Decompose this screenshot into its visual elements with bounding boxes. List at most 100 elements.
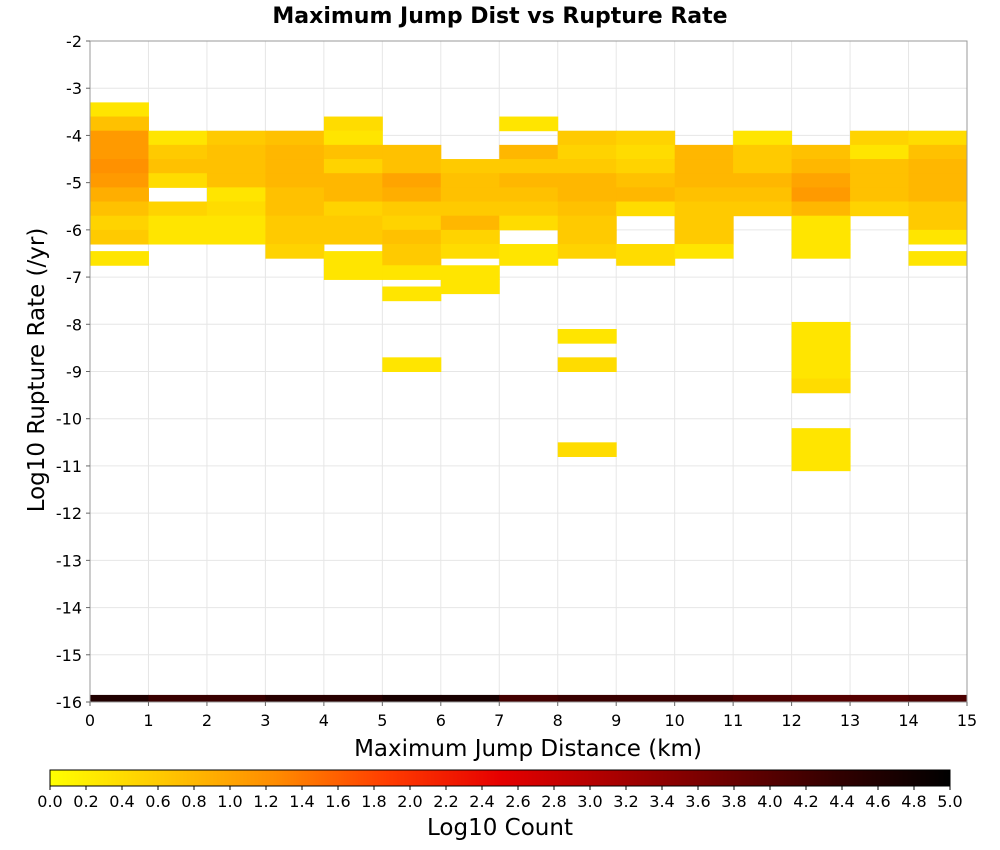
heatmap-cell — [323, 265, 383, 280]
heatmap-cell — [733, 173, 793, 188]
heatmap-cell — [440, 265, 500, 280]
heatmap-cell — [323, 229, 383, 245]
x-tick-label: 5 — [377, 711, 387, 730]
heatmap-cell — [908, 215, 968, 231]
heatmap-cell — [265, 130, 325, 146]
heatmap-cell — [499, 187, 559, 203]
heatmap-cell — [440, 159, 500, 174]
colorbar-tick-label: 1.2 — [253, 792, 278, 811]
heatmap-cell — [791, 350, 851, 365]
heatmap-cell — [674, 694, 734, 702]
heatmap-cell — [791, 442, 851, 457]
x-tick-label: 0 — [85, 711, 95, 730]
heatmap-cell — [440, 187, 500, 203]
heatmap-cell — [674, 215, 734, 231]
heatmap-cell — [206, 187, 266, 203]
y-tick-label: -4 — [66, 126, 82, 145]
heatmap-cell — [499, 694, 559, 702]
heatmap-cell — [616, 130, 676, 146]
colorbar-tick-label: 0.0 — [37, 792, 62, 811]
colorbar-tick-label: 4.2 — [793, 792, 818, 811]
heatmap-cell — [674, 173, 734, 188]
heatmap-cell — [148, 130, 208, 146]
y-tick-label: -11 — [56, 457, 82, 476]
heatmap-cell — [791, 229, 851, 245]
x-tick-label: 12 — [781, 711, 801, 730]
heatmap-cell — [616, 173, 676, 188]
x-tick-label: 3 — [260, 711, 270, 730]
heatmap-cell — [382, 173, 442, 188]
heatmap-cell — [148, 173, 208, 188]
colorbar-tick-label: 1.6 — [325, 792, 350, 811]
heatmap-cell — [733, 144, 793, 160]
heatmap-cell — [265, 187, 325, 203]
heatmap-cell — [791, 159, 851, 174]
heatmap-cell — [616, 144, 676, 160]
heatmap-cell — [90, 215, 149, 231]
heatmap-cell — [323, 144, 383, 160]
colorbar-tick-label: 3.6 — [685, 792, 710, 811]
chart-title: Maximum Jump Dist vs Rupture Rate — [272, 4, 727, 29]
heatmap-cell — [908, 130, 968, 146]
heatmap-cell — [908, 159, 968, 174]
heatmap-cell — [382, 159, 442, 174]
heatmap-cell — [616, 187, 676, 203]
x-tick-label: 4 — [319, 711, 329, 730]
heatmap-cell — [908, 173, 968, 188]
heatmap-cell — [908, 251, 968, 266]
heatmap-cell — [440, 229, 500, 245]
colorbar-tick-label: 0.4 — [109, 792, 134, 811]
heatmap-cell — [148, 229, 208, 245]
heatmap-cell — [440, 694, 500, 702]
heatmap-cell — [323, 251, 383, 266]
heatmap-cell — [90, 187, 149, 203]
heatmap-cell — [323, 159, 383, 174]
heatmap-cell — [557, 229, 617, 245]
heatmap-cell — [850, 187, 910, 203]
heatmap-cell — [206, 159, 266, 174]
heatmap-cell — [499, 159, 559, 174]
heatmap-cell — [557, 187, 617, 203]
colorbar-tick-label: 0.8 — [181, 792, 206, 811]
heatmap-cell — [265, 215, 325, 231]
heatmap-cell — [148, 201, 208, 217]
heatmap-cell — [674, 187, 734, 203]
colorbar-tick-label: 5.0 — [937, 792, 962, 811]
heatmap-cell — [90, 251, 149, 266]
colorbar-tick-label: 2.8 — [541, 792, 566, 811]
y-tick-label: -9 — [66, 363, 82, 382]
colorbar-tick-label: 3.0 — [577, 792, 602, 811]
heatmap-cell — [440, 173, 500, 188]
heatmap-cell — [90, 173, 149, 188]
heatmap-cell — [733, 201, 793, 217]
colorbar-tick-label: 2.4 — [469, 792, 494, 811]
heatmap-cell — [674, 144, 734, 160]
heatmap-cell — [382, 265, 442, 280]
heatmap-cell — [557, 144, 617, 160]
y-tick-label: -10 — [56, 410, 82, 429]
heatmap-cell — [323, 130, 383, 146]
heatmap-cell — [557, 201, 617, 217]
heatmap-cell — [791, 364, 851, 380]
heatmap-cell — [90, 201, 149, 217]
heatmap-cell — [557, 442, 617, 457]
x-tick-label: 1 — [143, 711, 153, 730]
y-tick-label: -7 — [66, 268, 82, 287]
heatmap-cell — [791, 336, 851, 351]
heatmap-cell — [323, 201, 383, 217]
x-tick-label: 15 — [957, 711, 977, 730]
x-tick-label: 7 — [494, 711, 504, 730]
y-tick-label: -12 — [56, 504, 82, 523]
heatmap-cell — [557, 694, 617, 702]
colorbar-tick-label: 4.6 — [865, 792, 890, 811]
x-tick-label: 9 — [611, 711, 621, 730]
colorbar-tick-label: 2.2 — [433, 792, 458, 811]
heatmap-cells — [90, 102, 968, 702]
colorbar-tick-label: 4.8 — [901, 792, 926, 811]
colorbar-tick-label: 3.8 — [721, 792, 746, 811]
colorbar-tick-label: 4.4 — [829, 792, 854, 811]
heatmap-cell — [206, 130, 266, 146]
heatmap-cell — [148, 144, 208, 160]
heatmap-cell — [674, 229, 734, 245]
heatmap-cell — [791, 144, 851, 160]
